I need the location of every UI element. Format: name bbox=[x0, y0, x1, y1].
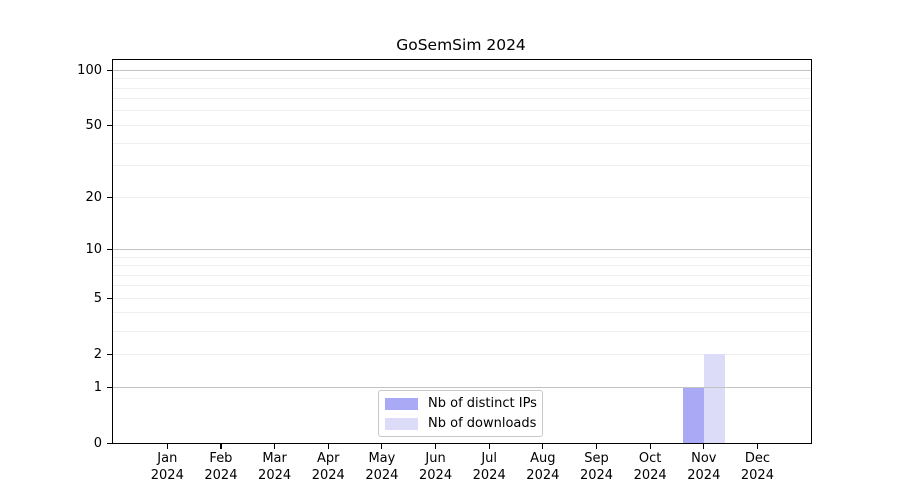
y-tick-label: 5 bbox=[93, 290, 102, 306]
legend-label-downloads: Nb of downloads bbox=[428, 416, 537, 431]
bar-downloads bbox=[703, 354, 725, 443]
x-tick-month: May bbox=[368, 451, 396, 466]
x-tick-month: Dec bbox=[744, 451, 771, 466]
gridline-minor bbox=[113, 297, 811, 299]
legend: Nb of distinct IPs Nb of downloads bbox=[378, 390, 543, 437]
x-tickmark bbox=[542, 444, 544, 449]
x-tick-year: 2024 bbox=[472, 467, 506, 483]
y-tick-label: 50 bbox=[85, 117, 102, 133]
gridline-minor bbox=[113, 142, 811, 144]
gridline-minor bbox=[113, 285, 811, 287]
y-tickmark bbox=[107, 196, 112, 198]
x-tick-label: Jan 2024 bbox=[135, 451, 199, 484]
x-tickmark bbox=[274, 444, 276, 449]
gridline-minor bbox=[113, 274, 811, 276]
x-tickmark bbox=[488, 444, 490, 449]
x-tick-label: Jul 2024 bbox=[457, 451, 521, 484]
x-tick-label: Sep 2024 bbox=[565, 451, 629, 484]
y-tickmark bbox=[107, 297, 112, 299]
x-tick-month: Jul bbox=[481, 451, 498, 466]
x-tick-label: Nov 2024 bbox=[672, 451, 736, 484]
y-tick-label: 20 bbox=[85, 189, 102, 205]
y-tickmark bbox=[107, 353, 112, 355]
x-tick-year: 2024 bbox=[258, 467, 292, 483]
x-tickmark bbox=[220, 444, 222, 449]
x-tick-label: Oct 2024 bbox=[618, 451, 682, 484]
y-tick-label: 100 bbox=[77, 62, 102, 78]
x-tick-year: 2024 bbox=[526, 467, 560, 483]
x-tick-year: 2024 bbox=[150, 467, 184, 483]
x-tick-month: Jun bbox=[425, 451, 446, 466]
x-tick-month: Oct bbox=[638, 451, 662, 466]
legend-swatch-downloads bbox=[385, 417, 418, 430]
x-tick-year: 2024 bbox=[633, 467, 667, 483]
x-tickmark bbox=[327, 444, 329, 449]
gridline-minor bbox=[113, 87, 811, 89]
gridline-minor bbox=[113, 330, 811, 332]
gridline-minor bbox=[113, 124, 811, 126]
x-tickmark bbox=[434, 444, 437, 449]
x-tick-month: Aug bbox=[530, 451, 556, 466]
y-tickmark bbox=[107, 124, 112, 127]
legend-swatch-distinct-ips bbox=[385, 397, 418, 410]
y-tickmark bbox=[107, 442, 112, 444]
x-tickmark bbox=[756, 444, 759, 449]
x-tick-label: Aug 2024 bbox=[511, 451, 575, 484]
gridline-minor bbox=[113, 110, 811, 112]
chart-title: GoSemSim 2024 bbox=[396, 36, 526, 54]
x-tick-year: 2024 bbox=[419, 467, 453, 483]
y-tick-label: 0 bbox=[93, 435, 102, 451]
gridline-minor bbox=[113, 265, 811, 266]
y-tick-label: 2 bbox=[93, 346, 102, 362]
y-tickmark bbox=[107, 248, 112, 250]
gridline-minor bbox=[113, 78, 811, 80]
legend-label-distinct-ips: Nb of distinct IPs bbox=[428, 396, 537, 411]
gridline-major bbox=[113, 69, 811, 71]
x-tick-label: Dec 2024 bbox=[725, 451, 789, 484]
gridline-minor bbox=[113, 196, 811, 198]
y-tick-label: 10 bbox=[85, 241, 102, 257]
x-tick-year: 2024 bbox=[365, 467, 399, 483]
x-tick-year: 2024 bbox=[204, 467, 238, 483]
gridline-minor bbox=[113, 312, 811, 314]
plot-area bbox=[112, 59, 812, 444]
x-tick-month: Feb bbox=[209, 451, 233, 466]
bar-distinct-ips bbox=[682, 387, 704, 443]
x-tick-year: 2024 bbox=[687, 467, 721, 483]
x-tick-month: Mar bbox=[262, 451, 287, 466]
x-tickmark bbox=[166, 444, 168, 449]
gridline-major bbox=[113, 248, 811, 250]
x-tickmark bbox=[381, 444, 383, 449]
x-tick-month: Jan bbox=[157, 451, 178, 466]
x-tick-month: Nov bbox=[691, 451, 717, 466]
gridline-minor bbox=[113, 256, 811, 258]
gridline-major bbox=[113, 386, 811, 388]
y-tickmark bbox=[107, 386, 112, 388]
x-tickmark bbox=[703, 444, 705, 449]
x-tick-year: 2024 bbox=[311, 467, 345, 483]
x-tick-label: May 2024 bbox=[350, 451, 414, 484]
gridline-minor bbox=[113, 165, 811, 167]
x-tick-label: Mar 2024 bbox=[243, 451, 307, 484]
x-tick-year: 2024 bbox=[579, 467, 614, 483]
x-tick-year: 2024 bbox=[740, 467, 774, 483]
y-tick-label: 1 bbox=[93, 379, 102, 395]
y-tickmark bbox=[107, 69, 112, 71]
legend-item-distinct-ips: Nb of distinct IPs bbox=[385, 394, 542, 414]
x-tick-label: Jun 2024 bbox=[404, 451, 468, 484]
x-tick-month: Apr bbox=[317, 451, 340, 466]
x-tick-label: Feb 2024 bbox=[189, 451, 253, 484]
x-tickmark bbox=[595, 444, 598, 449]
gridline-minor bbox=[113, 353, 811, 355]
x-tick-label: Apr 2024 bbox=[296, 451, 360, 484]
gridline-minor bbox=[113, 98, 811, 100]
x-tick-month: Sep bbox=[584, 451, 609, 466]
legend-item-downloads: Nb of downloads bbox=[385, 414, 542, 434]
x-tickmark bbox=[649, 444, 651, 449]
